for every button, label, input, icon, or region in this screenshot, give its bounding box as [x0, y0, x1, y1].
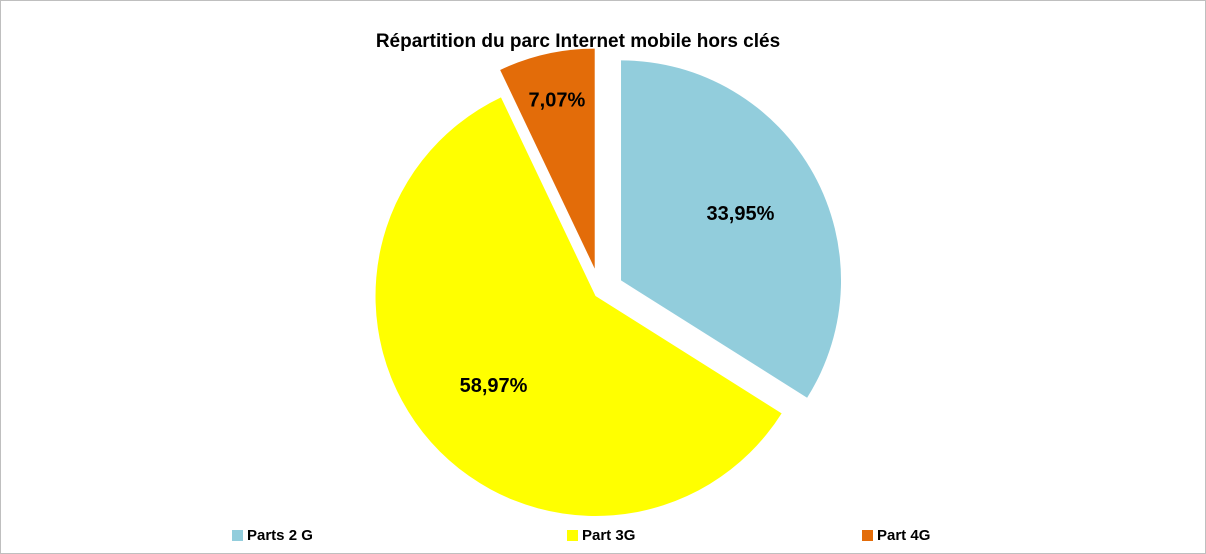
legend-label: Part 3G: [582, 527, 635, 544]
data-label: 33,95%: [707, 203, 775, 225]
data-label: 58,97%: [460, 375, 528, 397]
data-label: 7,07%: [529, 89, 586, 111]
legend-label: Part 4G: [877, 527, 930, 544]
chart-title: Répartition du parc Internet mobile hors…: [376, 31, 780, 52]
pie-slice: [621, 60, 842, 398]
legend-swatch: [232, 530, 243, 541]
legend-label: Parts 2 G: [247, 527, 313, 544]
pie-slice: [500, 48, 595, 269]
pie-slice: [375, 97, 782, 516]
legend-swatch: [567, 530, 578, 541]
legend-swatch: [862, 530, 873, 541]
